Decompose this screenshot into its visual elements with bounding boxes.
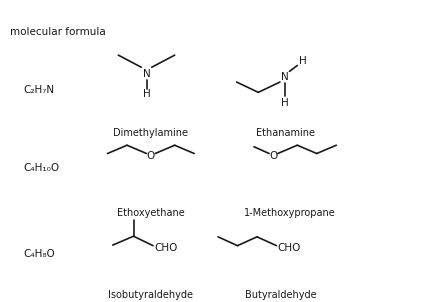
Text: C₄H₈O: C₄H₈O (23, 249, 55, 259)
Text: Isobutyraldehyde: Isobutyraldehyde (109, 290, 193, 300)
Text: molecular formula: molecular formula (10, 27, 106, 37)
Text: 1-Methoxypropane: 1-Methoxypropane (244, 207, 335, 217)
Text: Ethoxyethane: Ethoxyethane (117, 207, 185, 217)
Text: C₄H₁₀O: C₄H₁₀O (23, 163, 59, 173)
Text: O: O (147, 152, 155, 162)
Text: Dimethylamine: Dimethylamine (113, 128, 188, 138)
Text: Ethanamine: Ethanamine (255, 128, 315, 138)
Text: H: H (143, 89, 150, 99)
Text: O: O (269, 152, 278, 162)
Text: N: N (143, 69, 150, 79)
Text: Butyraldehyde: Butyraldehyde (245, 290, 317, 300)
Text: H: H (281, 98, 289, 108)
Text: CHO: CHO (154, 243, 178, 253)
Text: C₂H₇N: C₂H₇N (23, 85, 54, 95)
Text: CHO: CHO (278, 243, 301, 253)
Text: H: H (299, 56, 307, 66)
Text: N: N (281, 72, 289, 82)
